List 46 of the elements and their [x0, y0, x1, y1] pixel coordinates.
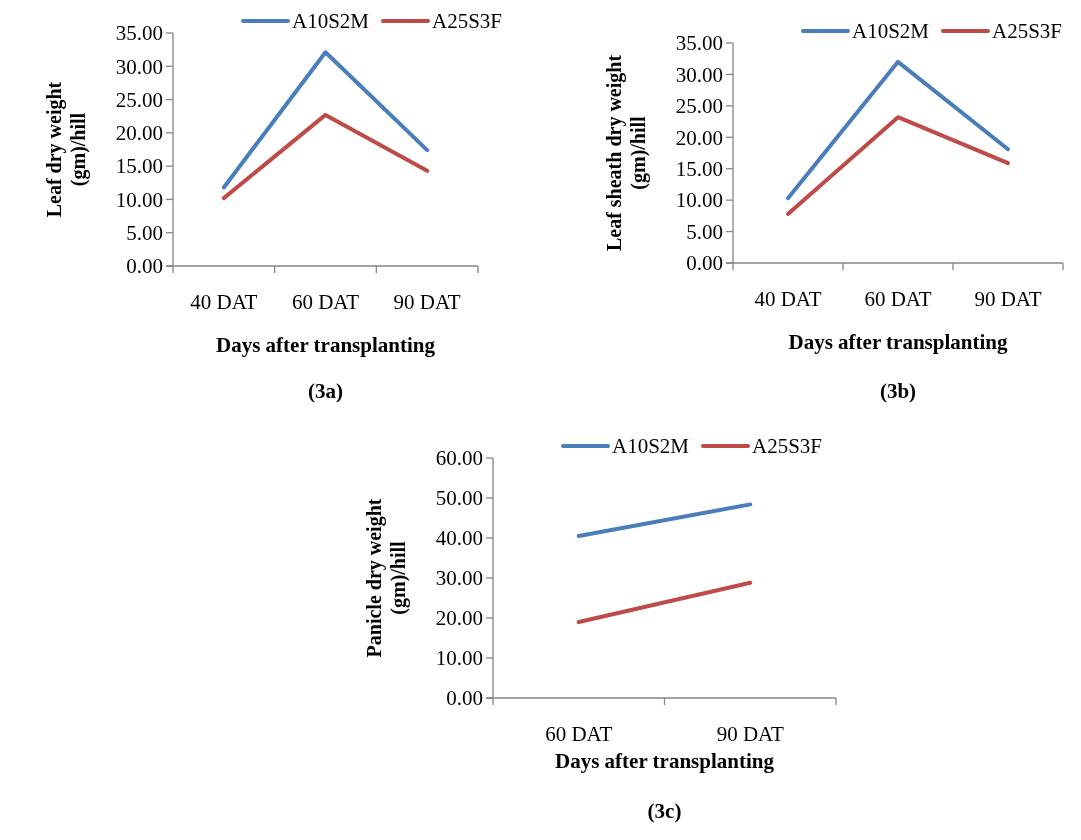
x-tick-label: 90 DAT — [974, 287, 1042, 311]
x-tick-label: 60 DAT — [545, 722, 613, 746]
y-tick-label: 0.00 — [126, 254, 163, 279]
y-tick-label: 60.00 — [435, 446, 483, 471]
y-tick-label: 35.00 — [115, 21, 163, 46]
text: (3b) — [879, 379, 917, 403]
text: (3a) — [308, 379, 343, 403]
x-tick-label: 60 DAT — [864, 287, 932, 311]
x-tick-label: 90 DAT — [716, 722, 784, 746]
y-axis-title: Leaf sheath dry weight (gm)/hill — [603, 54, 650, 252]
y-tick-label: 10.00 — [115, 187, 163, 212]
y-axis-title: Leaf dry weight (gm)/hill — [43, 81, 90, 218]
y-tick-label: 50.00 — [435, 486, 483, 511]
y-tick-label: 30.00 — [115, 54, 163, 79]
x-axis-title: Days after transplanting — [216, 333, 436, 357]
legend-label: A10S2M — [852, 19, 930, 44]
y-tick-label: 15.00 — [675, 157, 723, 182]
x-tick-label: 40 DAT — [190, 290, 258, 314]
y-tick-label: 15.00 — [115, 154, 163, 179]
y-tick-label: 35.00 — [675, 31, 723, 56]
y-tick-label: 20.00 — [435, 606, 483, 631]
x-tick-label: 40 DAT — [754, 287, 822, 311]
legend-label: A25S3F — [432, 9, 503, 34]
x-tick-label: 90 DAT — [393, 290, 461, 314]
y-tick-label: 10.00 — [675, 188, 723, 213]
y-tick-label: 5.00 — [126, 221, 163, 246]
x-tick-label: 60 DAT — [291, 290, 360, 314]
legend-label: A25S3F — [752, 434, 823, 459]
text: (3c) — [647, 799, 682, 823]
legend-label: A25S3F — [992, 19, 1063, 44]
legend-label: A10S2M — [612, 434, 690, 459]
y-tick-label: 25.00 — [675, 94, 723, 119]
y-tick-label: 20.00 — [675, 125, 723, 150]
legend-label: A10S2M — [292, 9, 370, 34]
y-tick-label: 40.00 — [435, 526, 483, 551]
y-tick-label: 10.00 — [435, 646, 483, 671]
y-tick-label: 0.00 — [686, 251, 723, 276]
y-tick-label: 5.00 — [686, 219, 723, 244]
y-tick-label: 25.00 — [115, 87, 163, 112]
y-tick-label: 30.00 — [435, 566, 483, 591]
y-tick-label: 0.00 — [446, 686, 483, 711]
y-tick-label: 20.00 — [115, 121, 163, 146]
y-tick-label: 30.00 — [675, 62, 723, 87]
y-axis-title: Panicle dry weight (gm)/hill — [363, 498, 410, 658]
x-axis-title: Days after transplanting — [555, 749, 775, 773]
x-axis-title: Days after transplanting — [788, 330, 1008, 354]
